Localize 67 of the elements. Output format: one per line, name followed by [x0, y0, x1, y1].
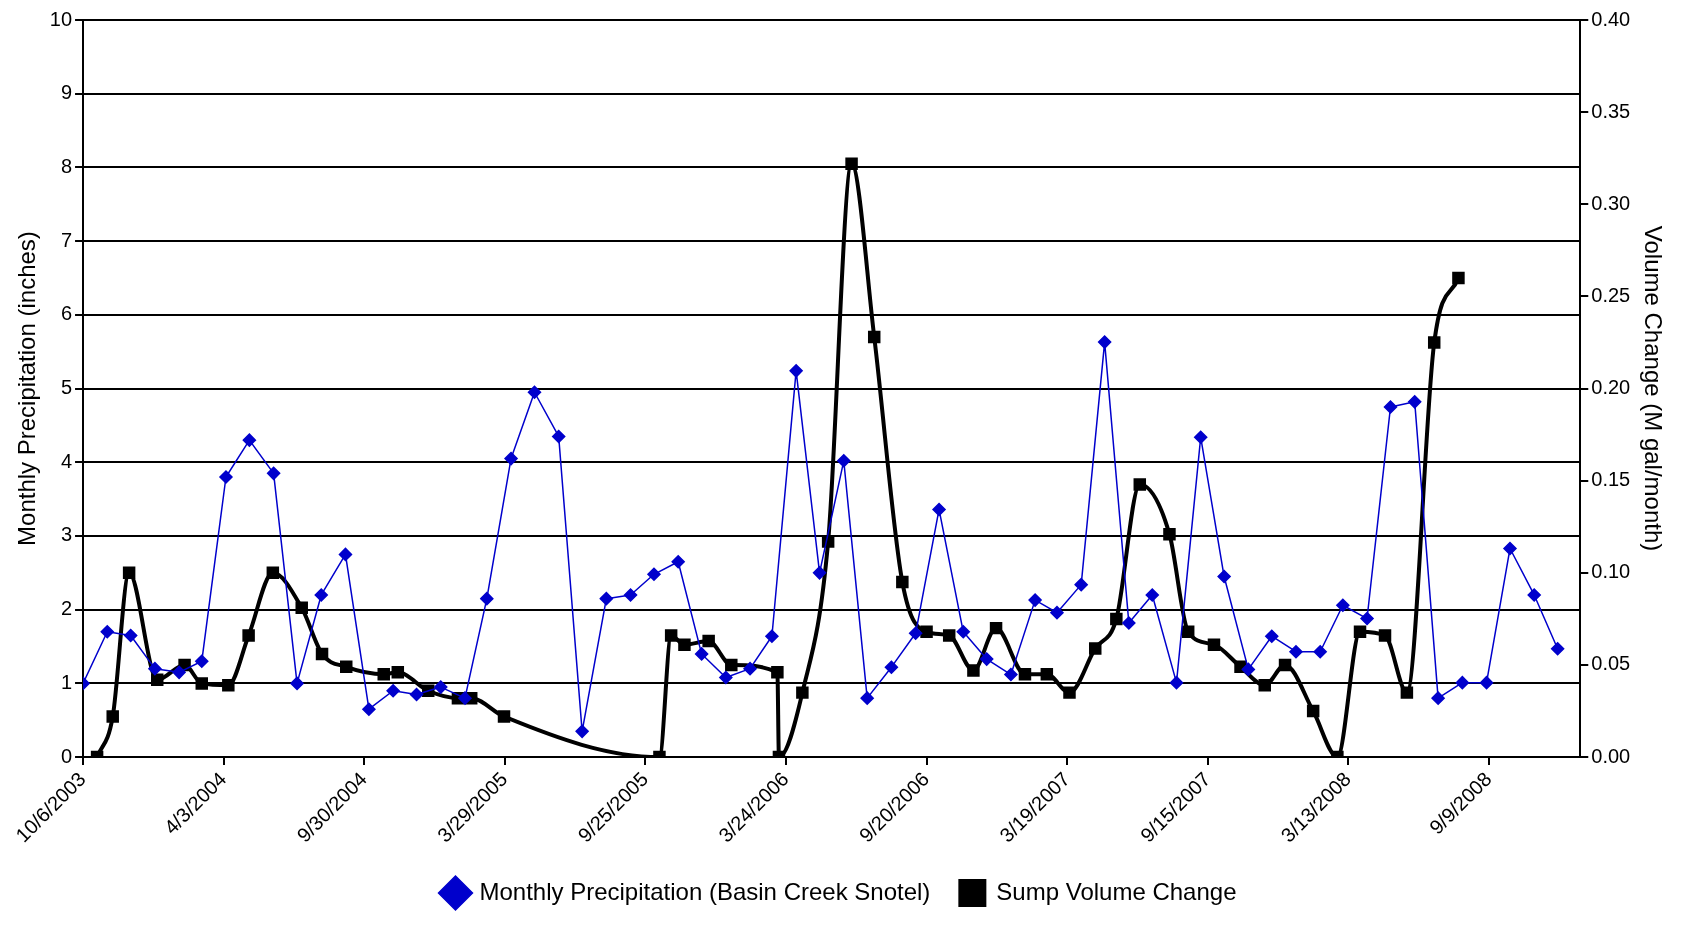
- point: [377, 667, 390, 681]
- y-tick-label: 10: [49, 7, 73, 30]
- point: [222, 679, 235, 692]
- y-tick-label: 8: [60, 154, 73, 177]
- point: [1207, 638, 1221, 651]
- point: [1400, 686, 1414, 699]
- y-tick-label: 2: [60, 597, 73, 620]
- legend-label: Sump Volume Change: [996, 877, 1237, 905]
- y-tick-label: 0: [60, 744, 73, 767]
- point: [497, 710, 511, 723]
- y-tick-label: 3: [60, 523, 73, 546]
- point: [1018, 667, 1032, 681]
- point: [1089, 642, 1102, 655]
- point: [920, 625, 933, 639]
- point: [967, 664, 980, 677]
- y2-tick-label: 0.10: [1591, 560, 1631, 583]
- y2-tick-label: 0.00: [1591, 744, 1631, 767]
- point: [151, 673, 164, 686]
- point: [867, 330, 881, 344]
- y2-tick-label: 0.35: [1591, 99, 1631, 122]
- point: [942, 629, 956, 642]
- point: [796, 686, 809, 699]
- y-tick-label: 4: [60, 449, 73, 472]
- point: [295, 601, 308, 615]
- point: [771, 666, 784, 679]
- point: [1452, 271, 1465, 285]
- y2-axis-title: Volume Change (M gal/month): [1639, 225, 1667, 552]
- point: [1063, 686, 1076, 699]
- point: [1353, 625, 1367, 639]
- legend-label: Monthly Precipitation (Basin Creek Snotel): [479, 877, 931, 905]
- point: [266, 566, 280, 580]
- point: [896, 575, 909, 589]
- point: [1163, 527, 1176, 541]
- y2-tick-label: 0.15: [1591, 468, 1631, 491]
- point: [1181, 625, 1195, 639]
- y2-tick-label: 0.05: [1591, 652, 1631, 675]
- y-tick-label: 5: [60, 376, 73, 399]
- point: [340, 660, 353, 674]
- point: [1278, 658, 1292, 672]
- y-tick-label: 9: [60, 81, 73, 104]
- y2-tick-label: 0.25: [1591, 283, 1631, 306]
- y2-tick-label: 0.20: [1591, 376, 1631, 399]
- point: [678, 638, 691, 651]
- point: [242, 629, 255, 642]
- y-axis-title: Monthly Precipitation (inches): [13, 231, 41, 546]
- point: [1427, 336, 1441, 349]
- point: [106, 710, 119, 723]
- point: [1378, 629, 1392, 642]
- point: [702, 634, 715, 648]
- y-tick-label: 1: [60, 670, 73, 693]
- point: [122, 566, 136, 580]
- y2-tick-label: 0.30: [1591, 191, 1631, 214]
- point: [664, 629, 678, 642]
- point: [989, 621, 1003, 635]
- point: [1306, 704, 1320, 718]
- point: [1258, 679, 1271, 692]
- y2-tick-label: 0.40: [1591, 7, 1631, 30]
- point: [195, 677, 209, 690]
- point: [391, 666, 405, 679]
- point: [845, 157, 858, 170]
- point: [1110, 612, 1123, 626]
- y-tick-label: 6: [60, 302, 73, 325]
- point: [1040, 667, 1054, 681]
- point: [1133, 478, 1147, 491]
- point: [315, 647, 329, 661]
- y-tick-label: 7: [60, 228, 73, 251]
- point: [725, 658, 738, 672]
